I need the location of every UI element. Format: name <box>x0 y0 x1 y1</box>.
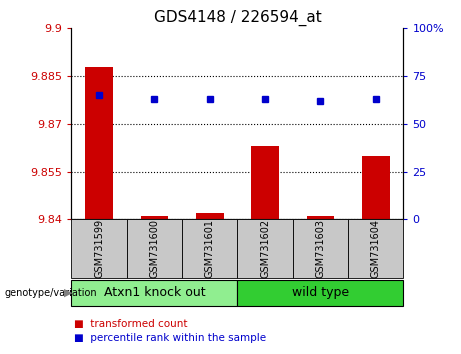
Bar <box>237 219 293 278</box>
Bar <box>85 67 113 219</box>
Bar <box>293 219 348 278</box>
Bar <box>348 219 403 278</box>
Text: ▶: ▶ <box>64 288 72 298</box>
Text: GSM731602: GSM731602 <box>260 219 270 278</box>
Title: GDS4148 / 226594_at: GDS4148 / 226594_at <box>154 9 321 25</box>
Bar <box>362 156 390 219</box>
Text: GSM731599: GSM731599 <box>94 219 104 278</box>
Text: ■  percentile rank within the sample: ■ percentile rank within the sample <box>74 333 266 343</box>
Text: GSM731604: GSM731604 <box>371 219 381 278</box>
Text: Atxn1 knock out: Atxn1 knock out <box>104 286 205 299</box>
Text: wild type: wild type <box>292 286 349 299</box>
Bar <box>71 280 237 306</box>
Text: GSM731603: GSM731603 <box>315 219 325 278</box>
Bar <box>237 280 403 306</box>
Bar <box>71 219 127 278</box>
Text: ■  transformed count: ■ transformed count <box>74 319 187 329</box>
Bar <box>141 216 168 219</box>
Text: GSM731600: GSM731600 <box>149 219 160 278</box>
Bar <box>307 216 334 219</box>
Bar <box>251 146 279 219</box>
Bar <box>182 219 237 278</box>
Text: genotype/variation: genotype/variation <box>5 288 97 298</box>
Bar <box>127 219 182 278</box>
Text: GSM731601: GSM731601 <box>205 219 215 278</box>
Bar <box>196 213 224 219</box>
